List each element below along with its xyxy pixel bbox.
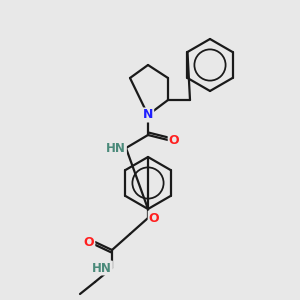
Text: HN: HN	[106, 142, 126, 154]
Text: N: N	[143, 109, 153, 122]
Text: O: O	[84, 236, 94, 248]
Text: O: O	[169, 134, 179, 146]
Text: HN: HN	[92, 262, 112, 275]
Text: O: O	[149, 212, 159, 224]
